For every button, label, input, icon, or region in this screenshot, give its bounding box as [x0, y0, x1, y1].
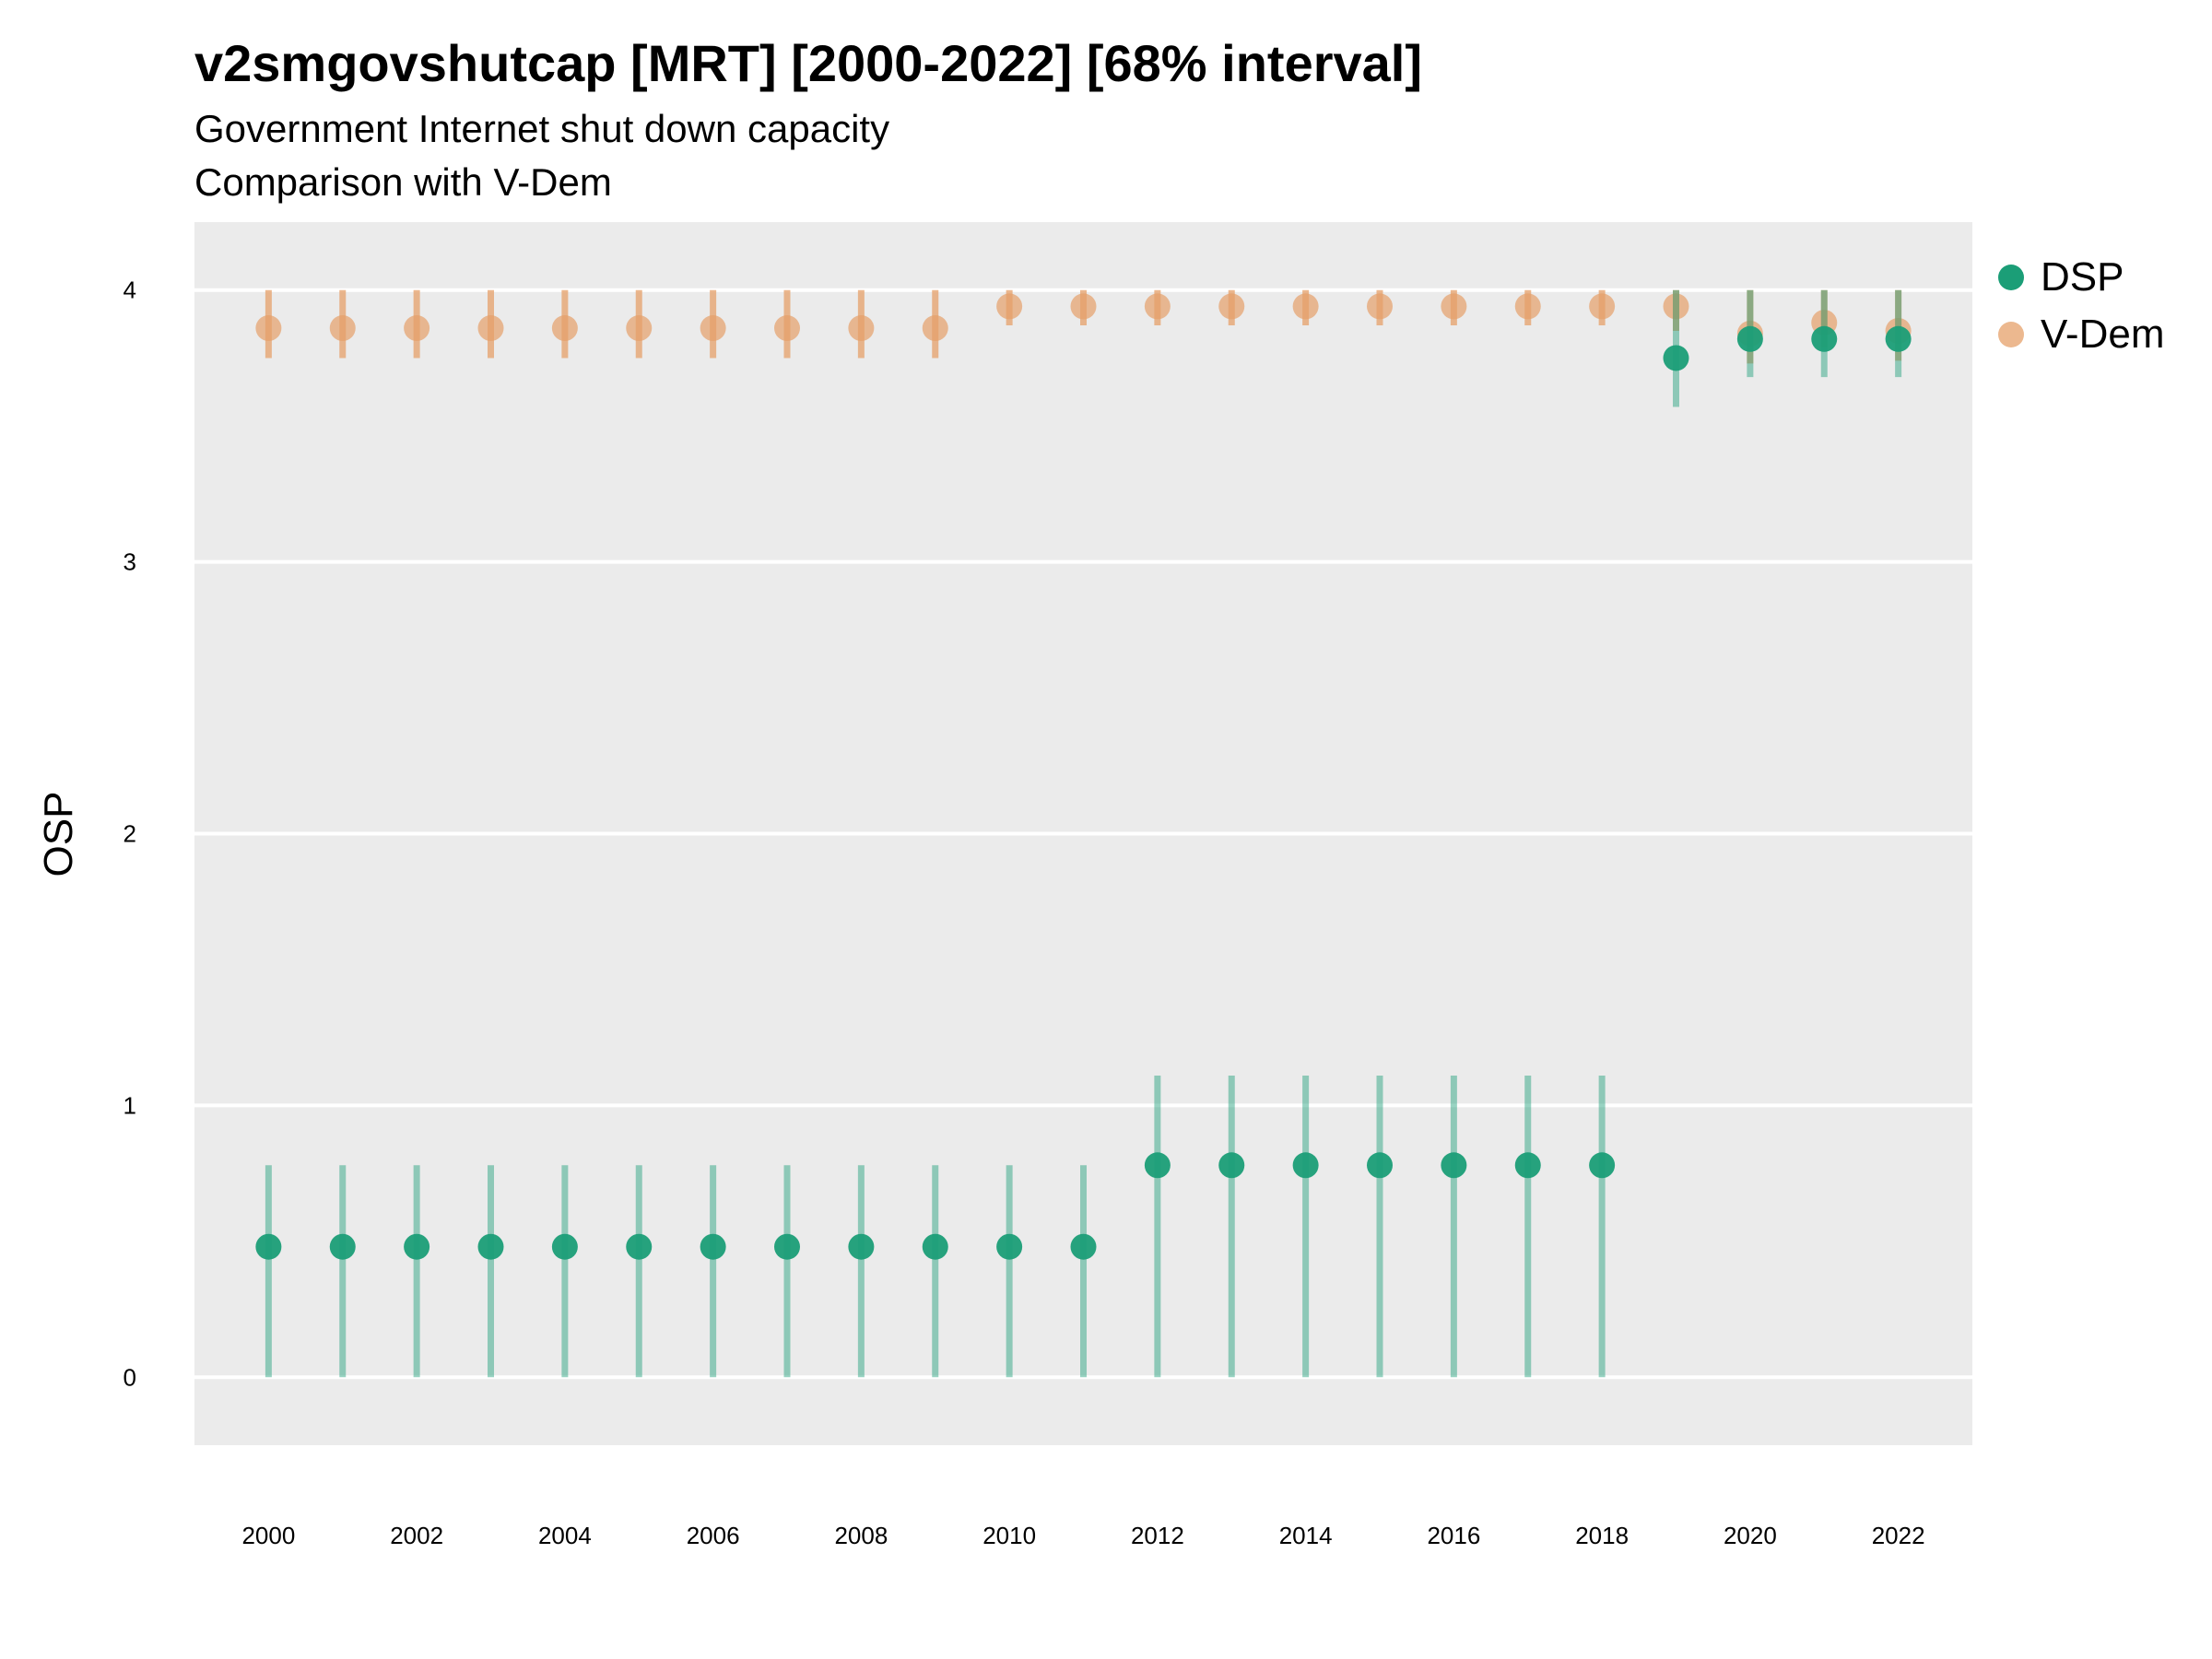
- x-tick-label: 2010: [982, 1522, 1036, 1549]
- legend-label-dsp: DSP: [2041, 254, 2124, 300]
- y-tick-label: 1: [124, 1091, 136, 1119]
- legend-swatch-vdem: [1998, 322, 2024, 347]
- x-tick-label: 2008: [834, 1522, 888, 1549]
- series-dsp: [255, 289, 1912, 1378]
- data-point-vdem: [1218, 293, 1245, 320]
- x-tick-label: 2006: [687, 1522, 740, 1549]
- legend-label-vdem: V-Dem: [2041, 312, 2165, 357]
- data-point-vdem: [774, 315, 800, 342]
- y-tick-label: 4: [124, 276, 136, 304]
- data-point-vdem: [848, 315, 875, 342]
- chart-subtitle-line2: Comparison with V-Dem: [194, 160, 612, 204]
- data-point-vdem: [1070, 293, 1097, 320]
- data-point-vdem: [996, 293, 1023, 320]
- data-point-vdem: [477, 315, 504, 342]
- data-point-vdem: [1292, 293, 1319, 320]
- data-point-vdem: [1441, 293, 1467, 320]
- y-tick-label: 3: [124, 548, 136, 576]
- data-point-dsp: [1589, 1152, 1616, 1179]
- y-axis-ticks: 0 1 2 3 4: [124, 276, 136, 1392]
- data-point-dsp: [551, 1233, 578, 1260]
- x-tick-label: 2022: [1872, 1522, 1925, 1549]
- y-tick-label: 0: [124, 1363, 136, 1391]
- data-point-dsp: [1292, 1152, 1319, 1179]
- data-point-vdem: [1367, 293, 1393, 320]
- chart-subtitle-line1: Government Internet shut down capacity: [194, 107, 890, 150]
- data-point-vdem: [922, 315, 948, 342]
- x-axis-ticks: 2000 2002 2004 2006 2008 2010 2012 2014 2016 2018…: [241, 1522, 1924, 1549]
- data-point-vdem: [626, 315, 653, 342]
- data-point-dsp: [1441, 1152, 1467, 1179]
- x-tick-label: 2000: [241, 1522, 295, 1549]
- x-tick-label: 2018: [1575, 1522, 1629, 1549]
- data-point-vdem: [404, 315, 430, 342]
- legend-item-dsp: DSP: [1998, 249, 2164, 306]
- data-point-dsp: [477, 1233, 504, 1260]
- data-point-vdem: [1589, 293, 1616, 320]
- x-tick-label: 2020: [1724, 1522, 1777, 1549]
- data-point-dsp: [626, 1233, 653, 1260]
- data-point-dsp: [329, 1233, 356, 1260]
- data-point-dsp: [848, 1233, 875, 1260]
- data-point-dsp: [1144, 1152, 1171, 1179]
- series-vdem: [255, 289, 1912, 364]
- data-point-vdem: [1144, 293, 1171, 320]
- data-point-vdem: [329, 315, 356, 342]
- legend-item-vdem: V-Dem: [1998, 306, 2164, 363]
- data-point-dsp: [1885, 325, 1912, 352]
- chart-title: v2smgovshutcap [MRT] [2000-2022] [68% in…: [194, 34, 1422, 92]
- data-point-vdem: [1663, 293, 1689, 320]
- y-axis-title: OSP: [36, 792, 81, 877]
- data-point-dsp: [922, 1233, 948, 1260]
- data-point-dsp: [255, 1233, 282, 1260]
- data-point-dsp: [1663, 345, 1689, 371]
- data-point-vdem: [551, 315, 578, 342]
- x-tick-label: 2002: [390, 1522, 443, 1549]
- data-point-dsp: [1070, 1233, 1097, 1260]
- x-tick-label: 2014: [1279, 1522, 1333, 1549]
- data-point-dsp: [1367, 1152, 1393, 1179]
- data-point-dsp: [1218, 1152, 1245, 1179]
- data-point-dsp: [1811, 325, 1838, 352]
- data-point-vdem: [255, 315, 282, 342]
- data-point-dsp: [1514, 1152, 1541, 1179]
- x-tick-label: 2004: [538, 1522, 592, 1549]
- data-point-dsp: [996, 1233, 1023, 1260]
- legend: DSP V-Dem: [1998, 249, 2164, 363]
- y-tick-label: 2: [124, 820, 136, 848]
- x-tick-label: 2012: [1131, 1522, 1184, 1549]
- data-point-vdem: [700, 315, 726, 342]
- data-point-dsp: [404, 1233, 430, 1260]
- data-point-dsp: [1736, 325, 1763, 352]
- data-point-vdem: [1514, 293, 1541, 320]
- legend-swatch-dsp: [1998, 265, 2024, 290]
- data-point-dsp: [700, 1233, 726, 1260]
- data-point-dsp: [774, 1233, 800, 1260]
- data-series: [255, 289, 1912, 1378]
- x-tick-label: 2016: [1427, 1522, 1480, 1549]
